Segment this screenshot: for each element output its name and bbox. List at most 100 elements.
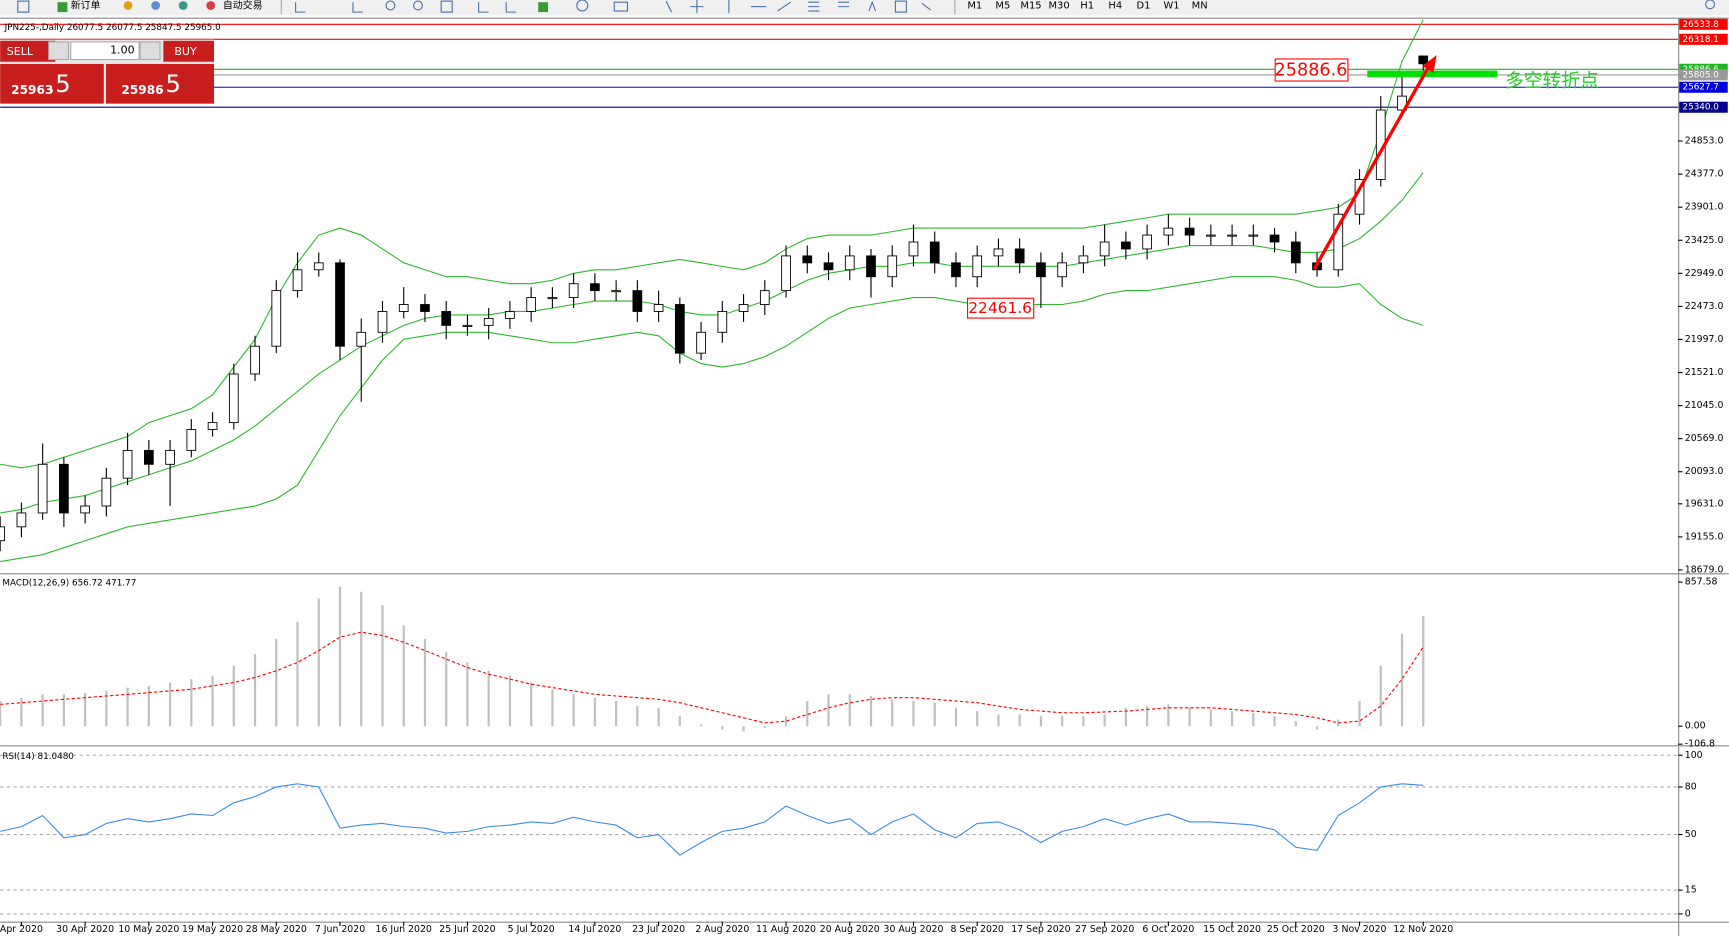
y-tick-label: 19155.0 [1685,531,1724,542]
bollinger-band [0,19,1424,469]
x-tick-label: 30 Aug 2020 [883,924,943,935]
icon[interactable] [17,0,30,13]
price-level-label: 26533.8 [1683,20,1719,30]
candle-body [483,317,494,326]
timeframe-button[interactable]: H4 [1108,1,1122,12]
bid-box[interactable] [0,63,104,104]
new-order-button[interactable]: 新订单 [71,0,101,12]
timeframe-button[interactable]: D1 [1136,1,1150,12]
annotations: 25886.6 22461.6 多空转折点 [967,55,1599,319]
timeframe-button[interactable]: MN [1192,1,1208,12]
candle-body [101,477,112,507]
x-tick-label: 14 Jul 2020 [568,924,621,935]
candle-body [1078,255,1089,264]
x-tick-label: 2 Aug 2020 [695,924,749,935]
timeframe-button[interactable]: H1 [1080,1,1094,12]
icon[interactable] [151,1,161,10]
icon[interactable] [178,1,188,10]
timeframe-button[interactable]: M15 [1020,1,1041,12]
price-level-label: 25627.7 [1683,83,1719,93]
x-tick-label: 16 Jun 2020 [376,924,432,935]
y-tick-label: 22473.0 [1685,301,1724,312]
auto-trade-icon[interactable] [206,1,216,10]
price-level-label: 25805.0 [1683,70,1720,80]
candle-body [738,304,749,312]
candle-body [122,449,133,479]
y-tick-label: 21045.0 [1685,400,1724,411]
candle-body [908,241,919,257]
x-tick-label: 3 Nov 2020 [1333,924,1387,935]
candle-body [1269,234,1280,243]
candle-body [1142,234,1152,250]
candle-body [250,345,260,375]
price-level-tag [1679,18,1728,30]
ask-box[interactable] [105,63,215,104]
y-tick-label: 24853.0 [1685,136,1724,147]
candle-body [802,255,813,264]
candle-body [1014,248,1025,264]
bid-main: 25963 [11,83,53,97]
candle-body [611,290,621,293]
candle-body [547,297,558,300]
x-tick-label: 6 Oct 2020 [1142,924,1194,935]
y-tick-label: 24377.0 [1685,169,1724,180]
x-tick-label: 30 Apr 2020 [56,924,114,935]
candle-body [759,290,770,305]
auto-trade-button[interactable]: 自动交易 [223,0,263,12]
candle-body [377,311,388,333]
macd-signal-line [0,631,1424,724]
timeframe-button[interactable]: M5 [995,1,1010,12]
trend-arrow [1312,65,1431,270]
candle-body [887,255,898,278]
candle-body [16,512,27,528]
plot: 18679.0 19155.0 19631.0 20093.0 20569.0 21045… [0,18,1728,935]
x-tick-label: 20 Aug 2020 [820,924,880,935]
candle-body [1099,241,1110,257]
y-tick-label: 23901.0 [1685,202,1724,213]
x-tick-label: 28 May 2020 [246,924,307,935]
tool-icons[interactable] [295,0,931,14]
rsi-line [0,783,1424,856]
y-tick-label: 857.58 [1685,577,1718,588]
candle-body [271,290,282,347]
annotation-note: 多空转折点 [1505,71,1599,92]
sell-button[interactable] [0,40,56,62]
candle-body [1163,227,1174,236]
lot-input[interactable] [70,41,140,61]
candle-body [335,262,345,347]
icon[interactable] [123,1,133,10]
price-level-tag [1679,101,1728,113]
y-tick-label: 100 [1685,750,1703,761]
timeframe-button[interactable]: W1 [1163,1,1179,12]
new-order-icon[interactable] [57,2,68,13]
candle-body [356,331,367,347]
y-tick-label: 0 [1685,908,1691,919]
bollinger-band [0,276,1424,563]
search-icon[interactable] [1705,0,1716,10]
candle-body [1057,262,1068,278]
y-tick-label: 22949.0 [1685,268,1724,279]
candle-body [781,255,791,292]
panels [0,17,1729,936]
timeframe-button[interactable]: M30 [1049,1,1070,12]
candle-body [951,262,961,278]
candle-body [207,422,218,431]
candle-body [143,449,154,465]
lot-down[interactable] [48,41,70,61]
lot-up[interactable] [139,41,161,61]
buy-button[interactable] [163,40,215,62]
trade-panel: SELL 1.00 BUY 25963 .5 25986 .5 [0,39,215,104]
candle-body [505,311,515,319]
candle-body [462,324,473,327]
candle-body [568,283,579,299]
timeframe-button[interactable]: M1 [967,1,982,12]
y-tick-label: 20569.0 [1685,433,1724,444]
candle-body [1205,234,1216,237]
candle-body [1184,227,1195,236]
ask-main: 25986 [121,83,163,97]
x-tick-label: 11 Aug 2020 [756,924,816,935]
x-tick-label: 10 May 2020 [118,924,179,935]
y-tick-label: 0.00 [1685,721,1706,732]
candle-body [420,304,430,312]
indicator-title: RSI(14) 81.0480 [2,752,74,762]
